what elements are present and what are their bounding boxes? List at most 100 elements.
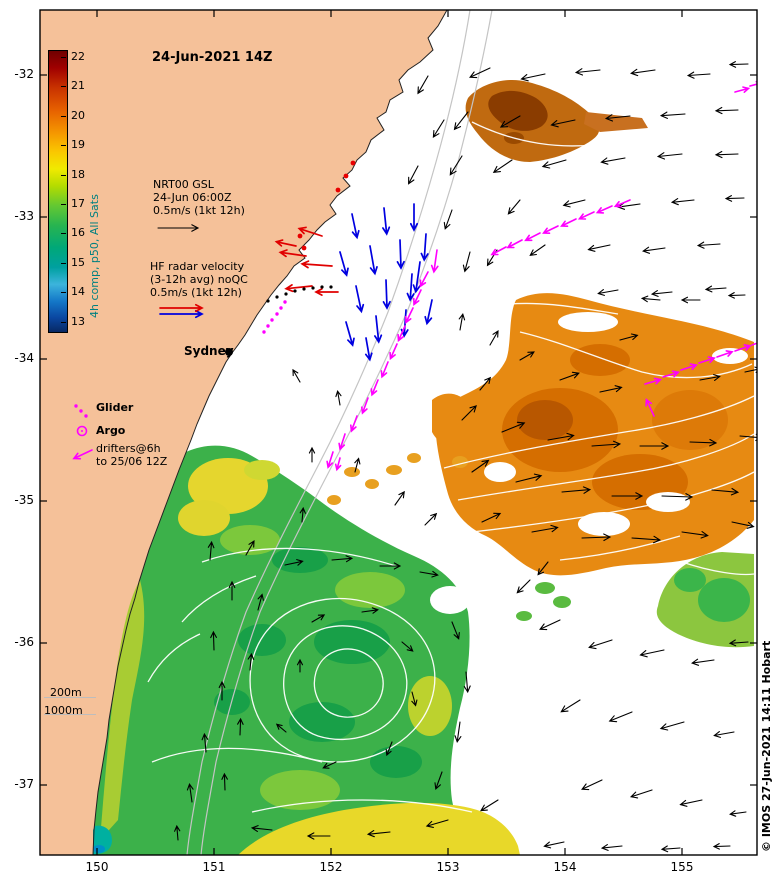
y-tick-label: -33 xyxy=(14,209,34,223)
colorbar-tick-label: 19 xyxy=(71,138,85,152)
colorbar-tick xyxy=(61,233,66,235)
nrt-legend-line2: 24-Jun 06:00Z xyxy=(153,191,232,204)
y-tick-label: -37 xyxy=(14,777,34,791)
colorbar-tick-label: 14 xyxy=(71,285,85,299)
coastal-station-dots xyxy=(297,160,356,251)
colorbar-tick xyxy=(61,115,66,117)
colorbar-tick-label: 22 xyxy=(71,50,85,63)
sst-yellowgreen-patch xyxy=(408,676,452,736)
copyright-credit: © IMOS 27-Jun-2021 14:11 Hobart xyxy=(760,640,773,852)
sst-orange-bit xyxy=(407,453,421,463)
sst-green-bit xyxy=(553,596,571,608)
sst-yellow-bottom-band xyxy=(238,802,520,855)
y-tick-label: -32 xyxy=(14,67,34,81)
city-label-sydney: Sydney xyxy=(184,344,234,358)
hf-legend-line2: (3-12h avg) noQC xyxy=(150,273,248,286)
coastline xyxy=(92,10,448,855)
y-tick-label: -34 xyxy=(14,351,34,365)
sst-orange-bit xyxy=(386,465,402,475)
sst-darkgreen-patch xyxy=(238,624,286,656)
sst-orange-core xyxy=(652,390,728,450)
sst-brown-streak xyxy=(584,112,648,132)
magenta-track-dots xyxy=(74,300,287,418)
colorbar-tick-label: 17 xyxy=(71,197,85,210)
y-tick-label: -36 xyxy=(14,635,34,649)
colorbar-tick-label: 21 xyxy=(71,79,85,93)
colorbar-tick-label: 15 xyxy=(71,255,85,269)
bathy-contour-200m xyxy=(186,10,471,855)
drifters-legend-line2: to 25/06 12Z xyxy=(96,455,168,468)
sst-orange-bit xyxy=(327,495,341,505)
glider-legend-label: Glider xyxy=(96,401,134,414)
nrt-legend: NRT00 GSL 24-Jun 06:00Z 0.5m/s (1kt 12h) xyxy=(153,178,245,217)
drifter-arrows xyxy=(72,80,757,472)
colorbar-tick xyxy=(61,174,66,176)
colorbar-tick xyxy=(61,321,66,323)
y-tick-label: -35 xyxy=(14,493,34,507)
depth-line-200m xyxy=(44,697,96,698)
nrt-legend-line1: NRT00 GSL xyxy=(153,178,214,191)
sst-darkgreen-patch xyxy=(289,702,355,742)
colorbar-tick-label: 18 xyxy=(71,167,85,181)
glider-track-dots xyxy=(266,285,333,303)
colorbar-axis-label: 4h comp, p50, All Sats xyxy=(88,194,101,318)
sst-yellow-patch xyxy=(244,460,280,480)
sst-lightgreen-patch xyxy=(220,525,280,555)
depth-label-200m: 200m xyxy=(50,686,82,699)
sst-orange-bit xyxy=(344,467,360,477)
drifters-legend: drifters@6h to 25/06 12Z xyxy=(96,442,167,468)
map-title: 24-Jun-2021 14Z xyxy=(152,50,273,65)
sst-darkgreen-patch xyxy=(674,568,706,592)
hf-radar-arrows-red xyxy=(159,226,339,313)
depth-line-1000m xyxy=(44,714,96,715)
sst-white-gap xyxy=(578,512,630,536)
hf-legend-line1: HF radar velocity xyxy=(150,260,245,273)
colorbar-tick-label: 16 xyxy=(71,226,85,240)
sst-green-bit xyxy=(516,611,532,621)
colorbar-tick xyxy=(61,57,66,58)
argo-symbol xyxy=(76,425,88,437)
sydney-dot xyxy=(225,348,233,356)
colorbar-tick-label: 20 xyxy=(71,108,85,122)
sst-brown-core xyxy=(488,90,548,131)
argo-symbol-center xyxy=(81,430,83,432)
sst-orange-core xyxy=(517,400,573,440)
hf-legend-line3: 0.5m/s (1kt 12h) xyxy=(150,286,242,299)
colorbar-tick xyxy=(61,204,66,205)
sst-yellow-patch xyxy=(178,500,230,536)
sst-darkgreen-patch xyxy=(314,620,390,664)
colorbar-tick xyxy=(61,262,66,264)
sst-orange-core xyxy=(570,344,630,376)
x-tick-label: 152 xyxy=(319,860,343,874)
colorbar-tick xyxy=(61,86,66,88)
colorbar-tick-label: 13 xyxy=(71,314,85,328)
argo-legend-label: Argo xyxy=(96,424,126,437)
sst-white-contours xyxy=(147,121,755,813)
colorbar-tick xyxy=(61,145,66,147)
sst-darkgreen-patch xyxy=(370,746,422,778)
hf-radar-arrows-blue xyxy=(159,203,433,362)
plot-frame xyxy=(39,9,758,856)
x-tick-label: 154 xyxy=(553,860,577,874)
sst-lightgreen-patch xyxy=(260,770,340,810)
sst-orange-lobe xyxy=(432,393,472,445)
colorbar-tick xyxy=(61,292,66,294)
sst-darkgreen-patch xyxy=(698,578,750,622)
x-tick-label: 150 xyxy=(85,860,109,874)
sst-green-bit xyxy=(535,582,555,594)
drifters-legend-line1: drifters@6h xyxy=(96,442,161,455)
sst-orange-bit xyxy=(365,479,379,489)
sst-white-gap xyxy=(558,312,618,332)
hf-radar-legend: HF radar velocity (3-12h avg) noQC 0.5m/… xyxy=(150,260,248,299)
x-tick-label: 155 xyxy=(670,860,694,874)
depth-label-1000m: 1000m xyxy=(44,704,83,717)
land-polygon xyxy=(40,10,447,855)
sst-blue-speck xyxy=(93,845,105,853)
x-tick-label: 153 xyxy=(436,860,460,874)
x-tick-label: 151 xyxy=(202,860,226,874)
nrt-legend-line3: 0.5m/s (1kt 12h) xyxy=(153,204,245,217)
sst-white-gap xyxy=(484,462,516,482)
sst-white-gap xyxy=(430,586,470,614)
